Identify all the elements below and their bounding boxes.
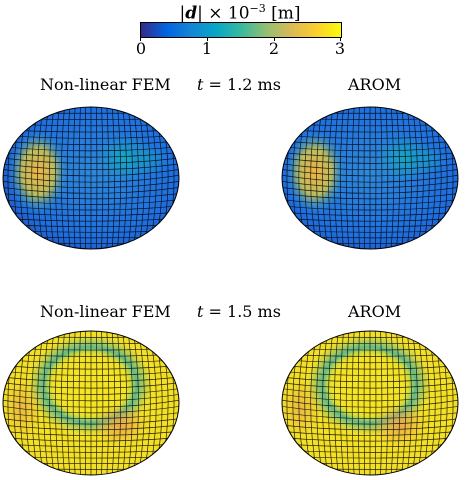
colorbar-tick bbox=[140, 37, 141, 41]
deformed-disc-arom-t2 bbox=[282, 331, 458, 475]
colorbar-tick-label: 1 bbox=[201, 39, 213, 58]
row2-time-label: t = 1.5 ms bbox=[197, 302, 281, 321]
row1-time-label: t = 1.2 ms bbox=[197, 75, 281, 94]
deformed-disc-fem-t1 bbox=[3, 107, 179, 249]
deformed-disc-fem-t2 bbox=[3, 331, 179, 475]
deformed-disc-arom-t1 bbox=[282, 107, 458, 249]
row2-right-label: AROM bbox=[348, 302, 402, 321]
colorbar-title: |d| × 10−3 [m] bbox=[179, 2, 301, 24]
colorbar-tick bbox=[340, 37, 341, 41]
colorbar-tick-label: 3 bbox=[334, 39, 346, 58]
colorbar-tick-label: 0 bbox=[135, 39, 147, 58]
colorbar-tick-label: 2 bbox=[268, 39, 280, 58]
colorbar-tick bbox=[274, 37, 275, 41]
colorbar-tick bbox=[207, 37, 208, 41]
colorbar bbox=[140, 22, 342, 38]
row1-left-label: Non-linear FEM bbox=[40, 75, 171, 94]
row1-right-label: AROM bbox=[348, 75, 402, 94]
row2-left-label: Non-linear FEM bbox=[40, 302, 171, 321]
